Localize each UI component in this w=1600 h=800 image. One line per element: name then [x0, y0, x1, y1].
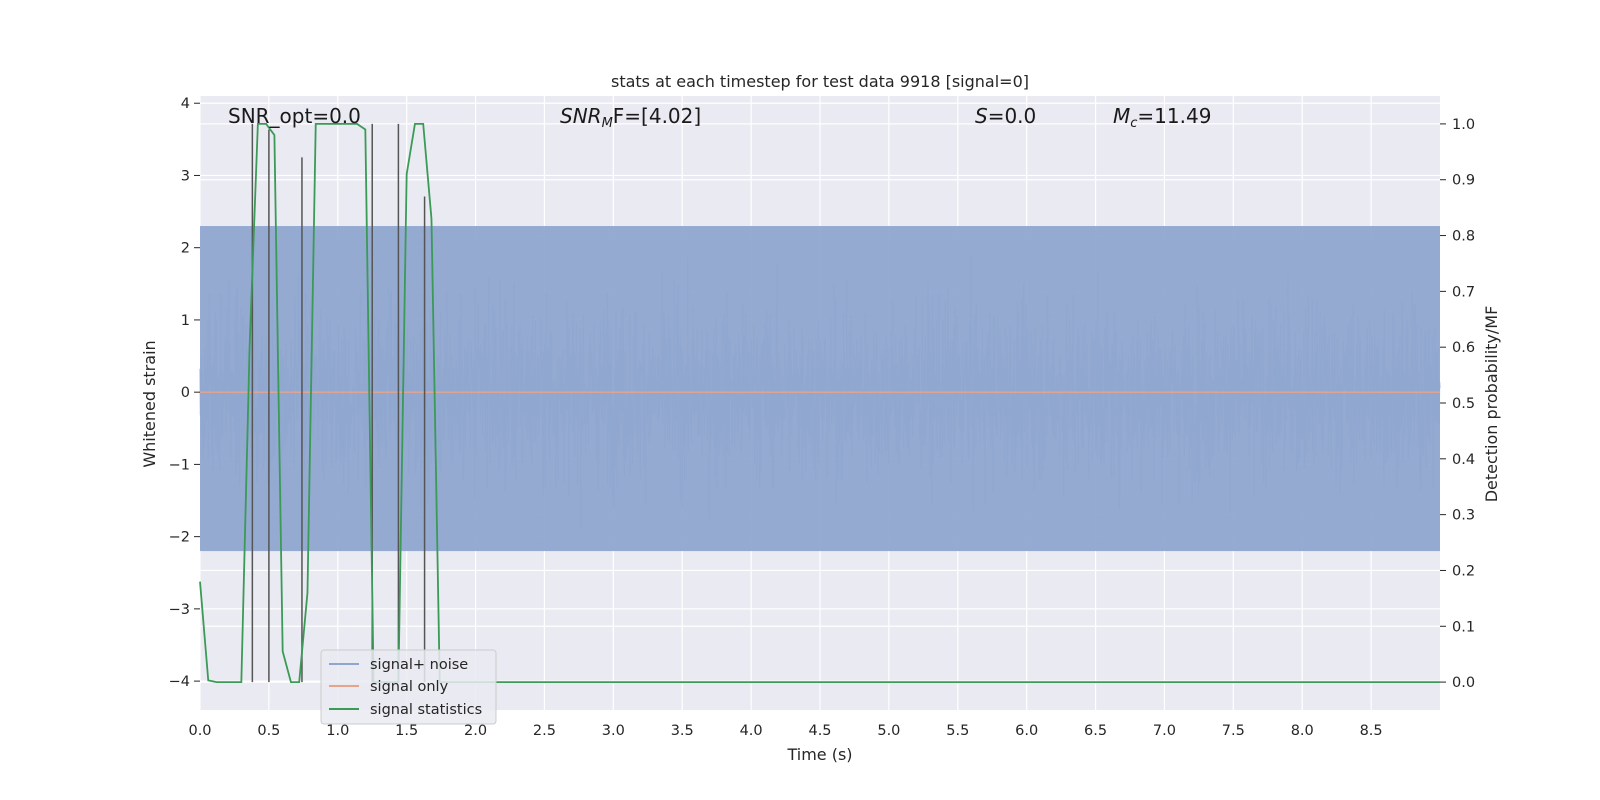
- legend-box: [320, 649, 497, 725]
- x-tick-label: 7.5: [1222, 723, 1245, 739]
- y-tick-label: −2: [169, 530, 190, 546]
- y2-tick-label: 0.1: [1452, 619, 1475, 635]
- mc-main: M: [1113, 104, 1130, 128]
- annotation-s: S=0.0: [975, 104, 1036, 128]
- mc-sub: c: [1130, 116, 1137, 131]
- x-tick-label: 5.5: [946, 723, 969, 739]
- x-tick-label: 4.0: [740, 723, 763, 739]
- y-tick-label: −3: [169, 602, 190, 618]
- series-signal-statistics: [199, 123, 1440, 683]
- x-tick-label: 0.5: [257, 723, 280, 739]
- legend-label-signal-only: signal only: [370, 679, 449, 695]
- x-tick-label: 5.0: [877, 723, 900, 739]
- s-main: S: [975, 104, 988, 128]
- y2-tick-label: 0.8: [1452, 229, 1475, 245]
- annotation-snr-mf: SNRMF=[4.02]: [560, 104, 701, 131]
- x-tick-label: 8.5: [1360, 723, 1383, 739]
- y2-tick-label: 0.4: [1452, 452, 1475, 468]
- x-tick-label: 2.0: [464, 723, 487, 739]
- y-tick-label: 1: [181, 313, 190, 329]
- y2-tick-label: 1.0: [1452, 117, 1475, 133]
- x-tick-label: 7.0: [1153, 723, 1176, 739]
- x-tick-label: 3.0: [602, 723, 625, 739]
- y2-tick-label: 0.7: [1452, 284, 1475, 300]
- x-tick-label: 6.5: [1084, 723, 1107, 739]
- x-tick-labels: 0.0 0.5 1.0 1.5 2.0 2.5 3.0 3.5 4.0 4.5 5.0 5.5 6.0 6…: [188, 723, 1382, 739]
- snr-mf-rest: F=[4.02]: [613, 104, 701, 128]
- y-tick-label: −4: [169, 674, 190, 690]
- x-tick-label: 0.0: [188, 723, 211, 739]
- y-tick-label: 2: [181, 241, 190, 257]
- x-tick-label: 4.5: [808, 723, 831, 739]
- x-axis-label: Time (s): [786, 745, 852, 764]
- y2-tick-label: 0.9: [1452, 173, 1475, 189]
- y2-tick-labels: 1.0 0.9 0.8 0.7 0.6 0.5 0.4 0.3 0.2 0.1 0.0: [1440, 117, 1475, 691]
- signal-statistics-line: [199, 123, 1440, 683]
- y2-tick-label: 0.2: [1452, 563, 1475, 579]
- x-tick-label: 2.5: [533, 723, 556, 739]
- x-tick-label: 3.5: [671, 723, 694, 739]
- chart-title: stats at each timestep for test data 991…: [611, 72, 1029, 91]
- y-tick-label: 0: [181, 385, 190, 401]
- annotation-snr-opt: SNR_opt=0.0: [228, 104, 361, 128]
- detection-markers: [251, 123, 426, 683]
- y2-tick-label: 0.5: [1452, 396, 1475, 412]
- x-tick-label: 8.0: [1291, 723, 1314, 739]
- y-axis-label: Whitened strain: [140, 340, 159, 467]
- legend-label-signal-statistics: signal statistics: [370, 702, 482, 718]
- snr-mf-main: SNR: [560, 104, 602, 128]
- mc-rest: =11.49: [1137, 104, 1211, 128]
- legend-label-signal-noise: signal+ noise: [370, 657, 468, 673]
- x-tick-label: 1.5: [395, 723, 418, 739]
- x-tick-label: 6.0: [1015, 723, 1038, 739]
- y2-axis-label: Detection probability/MF: [1482, 306, 1501, 503]
- y2-tick-label: 0.6: [1452, 340, 1475, 356]
- series-signal-noise: [199, 226, 1441, 552]
- annotation-mc: Mc=11.49: [1113, 104, 1211, 131]
- x-tick-label: 1.0: [326, 723, 349, 739]
- y-tick-label: 3: [181, 168, 190, 184]
- legend: signal+ noise signal only signal statist…: [320, 649, 497, 725]
- noise-trace: [199, 255, 1441, 528]
- y-tick-label: −1: [169, 457, 190, 473]
- y-tick-labels: 4 3 2 1 0 −1 −2 −3 −4: [169, 96, 200, 690]
- snr-mf-sub: M: [602, 116, 613, 131]
- s-rest: =0.0: [988, 104, 1037, 128]
- y-tick-label: 4: [181, 96, 190, 112]
- y2-tick-label: 0.3: [1452, 508, 1475, 524]
- y2-tick-label: 0.0: [1452, 675, 1475, 691]
